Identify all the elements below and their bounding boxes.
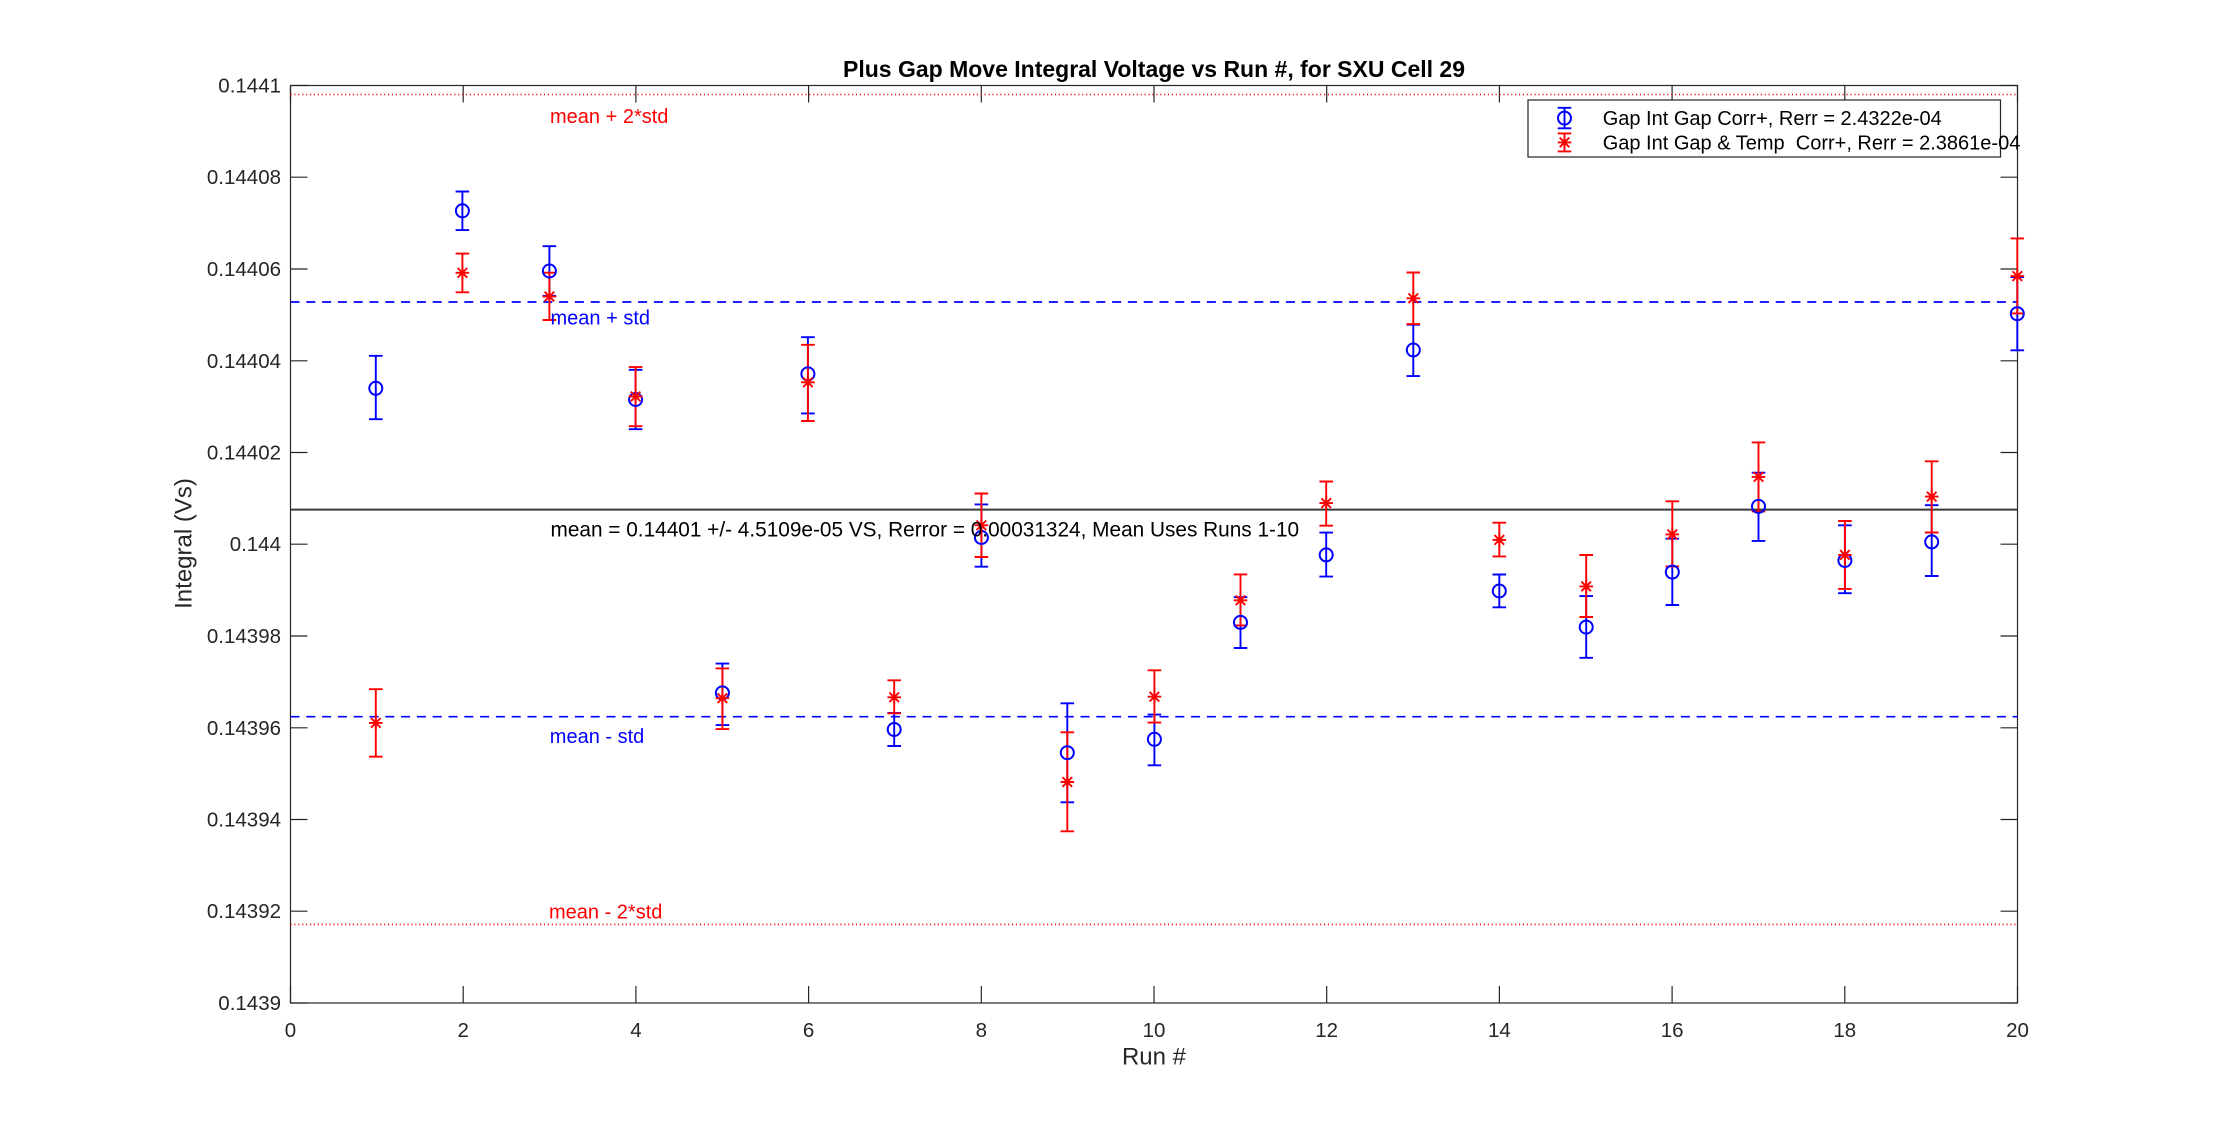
- svg-text:0.14398: 0.14398: [207, 625, 281, 648]
- svg-text:8: 8: [976, 1019, 987, 1042]
- svg-text:0.1441: 0.1441: [218, 75, 281, 98]
- svg-text:0.14404: 0.14404: [207, 350, 281, 373]
- svg-text:0.144: 0.144: [230, 533, 281, 556]
- svg-text:18: 18: [1833, 1019, 1856, 1042]
- svg-text:mean + std: mean + std: [551, 308, 651, 330]
- svg-text:mean - 2*std: mean - 2*std: [549, 902, 662, 924]
- svg-text:Plus Gap Move Integral Voltage: Plus Gap Move Integral Voltage vs Run #,…: [843, 56, 1465, 82]
- svg-text:0.14392: 0.14392: [207, 900, 281, 923]
- svg-text:6: 6: [803, 1019, 814, 1042]
- svg-text:mean - std: mean - std: [550, 726, 644, 748]
- svg-text:2: 2: [457, 1019, 468, 1042]
- svg-text:0.14406: 0.14406: [207, 258, 281, 281]
- svg-text:10: 10: [1143, 1019, 1166, 1042]
- svg-text:14: 14: [1488, 1019, 1511, 1042]
- svg-text:mean = 0.14401 +/- 4.5109e-05: mean = 0.14401 +/- 4.5109e-05 VS, Rerror…: [551, 519, 1300, 542]
- svg-text:20: 20: [2006, 1019, 2029, 1042]
- svg-text:Run #: Run #: [1122, 1044, 1187, 1071]
- svg-text:0.14396: 0.14396: [207, 717, 281, 740]
- svg-text:Gap Int Gap & Temp Corr+, Rer: Gap Int Gap & Temp Corr+, Rerr = 2.3861e…: [1603, 132, 2021, 154]
- svg-text:4: 4: [630, 1019, 641, 1042]
- svg-text:mean + 2*std: mean + 2*std: [550, 106, 668, 128]
- svg-text:16: 16: [1661, 1019, 1684, 1042]
- svg-text:Gap Int Gap Corr+, Rerr = 2.43: Gap Int Gap Corr+, Rerr = 2.4322e-04: [1603, 108, 1942, 130]
- svg-text:0.1439: 0.1439: [218, 992, 281, 1015]
- svg-text:12: 12: [1315, 1019, 1338, 1042]
- svg-text:0: 0: [285, 1019, 296, 1042]
- svg-text:0.14394: 0.14394: [207, 809, 281, 832]
- svg-text:0.14408: 0.14408: [207, 166, 281, 189]
- svg-text:0.14402: 0.14402: [207, 442, 281, 465]
- svg-text:Integral (Vs): Integral (Vs): [171, 478, 198, 609]
